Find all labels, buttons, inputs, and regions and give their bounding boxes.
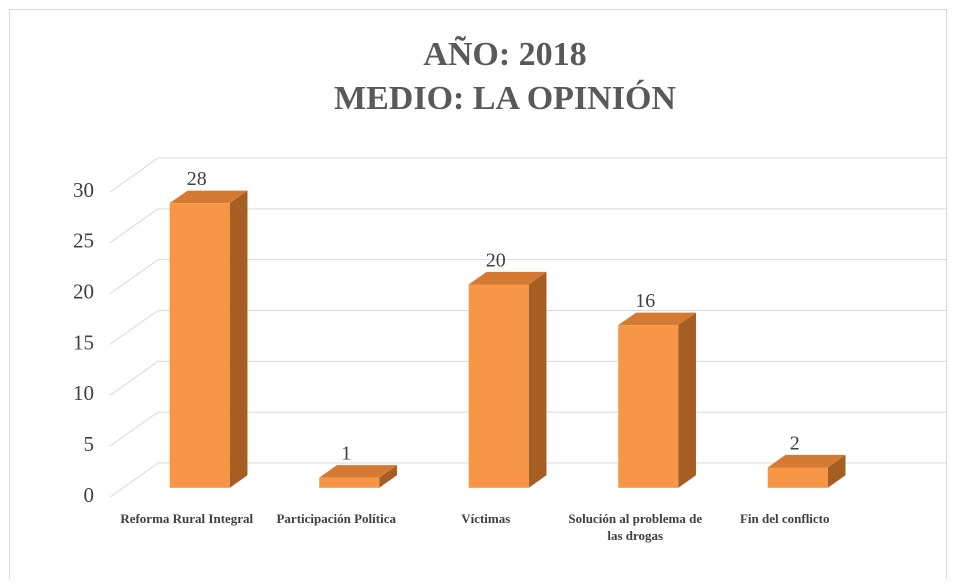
x-tick-label: Solución al problema de las drogas	[568, 511, 703, 543]
data-label: 28	[187, 168, 207, 190]
grid-line	[109, 310, 159, 345]
grid-line	[109, 208, 159, 244]
bar-top	[618, 312, 696, 326]
bar	[169, 190, 248, 488]
y-tick-label: 20	[73, 279, 94, 303]
bar	[767, 454, 846, 488]
grid-line	[109, 259, 159, 295]
bar	[468, 271, 547, 488]
y-tick-label: 5	[84, 432, 95, 456]
bar-top	[319, 465, 397, 478]
bar-top	[169, 190, 248, 204]
bar	[319, 465, 397, 488]
bar-front	[618, 325, 679, 488]
x-tick-label: Fin del conflicto	[739, 511, 830, 526]
bar-top	[468, 271, 547, 285]
bar-front	[319, 477, 380, 488]
y-tick-label: 15	[73, 330, 94, 354]
chart-frame	[9, 9, 947, 584]
x-tick-label: Reforma Rural Integral	[120, 511, 254, 526]
data-label: 20	[486, 250, 506, 272]
bar-side	[827, 454, 846, 488]
x-tick-label: Participación Política	[276, 511, 396, 526]
x-tick-label: Víctimas	[461, 511, 511, 526]
chart-subtitle: MEDIO: LA OPINIÓN	[334, 79, 676, 117]
bar-front	[767, 467, 828, 488]
y-tick-label: 30	[73, 178, 94, 202]
grid-line	[109, 360, 159, 396]
bar-front	[468, 284, 529, 488]
data-label: 16	[635, 290, 655, 312]
bar-top	[767, 454, 846, 468]
data-label: 1	[341, 443, 351, 465]
y-tick-label: 25	[73, 229, 94, 253]
bar	[618, 312, 696, 488]
bar-front	[169, 203, 230, 488]
grid-line	[109, 462, 159, 498]
bar-side	[379, 465, 397, 488]
y-tick-label: 0	[84, 483, 95, 507]
data-label: 2	[790, 433, 800, 455]
bar-side	[678, 312, 696, 488]
bar-side	[528, 271, 547, 488]
bar-side	[229, 190, 248, 488]
grid-line	[109, 157, 159, 193]
grid-line	[109, 411, 159, 447]
chart-title: AÑO: 2018	[423, 36, 586, 73]
y-tick-label: 10	[73, 381, 94, 405]
